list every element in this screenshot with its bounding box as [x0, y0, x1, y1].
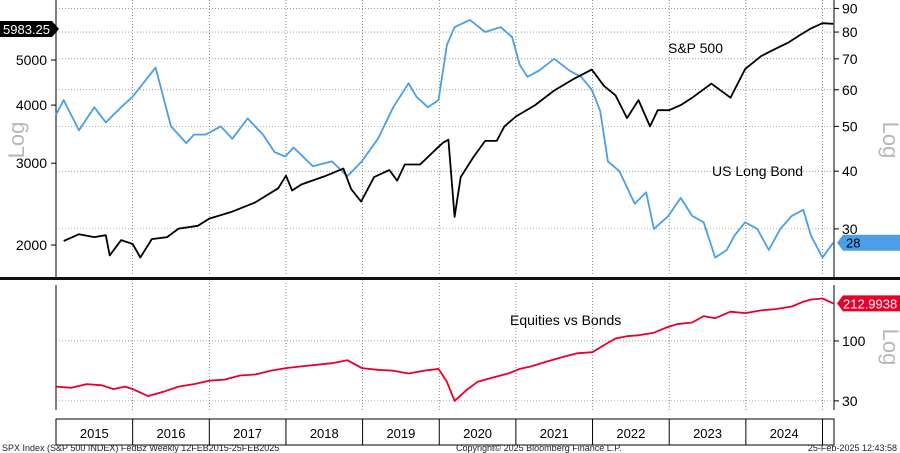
us-long-bond-annotation: US Long Bond [712, 163, 803, 179]
year-label-2018: 2018 [310, 426, 339, 441]
right-tick-label-80: 80 [842, 24, 858, 40]
sp500-last-value: 5983.25 [3, 22, 50, 37]
left-tick-label-4000: 4000 [16, 97, 47, 113]
footer-copyright: Copyright© 2025 Bloomberg Finance L.P. [456, 443, 622, 453]
year-label-2019: 2019 [386, 426, 415, 441]
left-tick-label-2000: 2000 [16, 237, 47, 253]
top-vertical-grid [132, 0, 823, 276]
right-tick-label-50: 50 [842, 118, 858, 134]
bottom-horizontal-grid [56, 340, 834, 402]
year-label-2023: 2023 [693, 426, 722, 441]
left-axis-ticks: 2000 3000 4000 5000 [16, 52, 56, 253]
right-axis-label: Log [878, 122, 900, 159]
us-long-bond-line [55, 18, 834, 259]
right-tick-label-40: 40 [842, 163, 858, 179]
bottom-right-axis-ticks: 30 100 [834, 333, 866, 409]
right-tick-label-70: 70 [842, 51, 858, 67]
left-tick-label-5000: 5000 [16, 52, 47, 68]
bottom-right-tick-label-100: 100 [842, 333, 866, 349]
sp500-annotation: S&P 500 [668, 40, 723, 56]
sp500-last-value-tag: 5983.25 [0, 21, 59, 37]
footer-source: SPX Index (S&P 500 INDEX) FedBz Weekly 1… [2, 443, 279, 453]
year-label-2022: 2022 [616, 426, 645, 441]
left-axis-label: Log [4, 122, 29, 159]
year-axis-band [55, 418, 835, 446]
right-tick-label-60: 60 [842, 82, 858, 98]
bond-last-value-tag: 28 [837, 234, 900, 251]
year-label-2015: 2015 [80, 426, 109, 441]
year-label-2017: 2017 [233, 426, 262, 441]
ratio-last-value-tag: 212.9938 [837, 295, 900, 312]
sp500-line [63, 22, 834, 259]
year-label-2024: 2024 [770, 426, 799, 441]
year-label-2016: 2016 [157, 426, 186, 441]
equities-vs-bonds-line [55, 297, 834, 402]
right-tick-label-90: 90 [842, 0, 858, 16]
bottom-right-tick-label-30: 30 [842, 393, 858, 409]
right-axis-ticks: 30 40 50 60 70 80 90 [834, 0, 858, 237]
footer-timestamp: 25-Feb-2025 12:43:58 [808, 443, 897, 453]
year-label-2020: 2020 [463, 426, 492, 441]
bottom-vertical-grid [132, 283, 823, 410]
equities-vs-bonds-annotation: Equities vs Bonds [510, 312, 621, 328]
bottom-right-axis-label: Log [878, 329, 900, 366]
year-label-2021: 2021 [540, 426, 569, 441]
year-axis: 2015 2016 2017 2018 2019 2020 2021 2022 2023 2024 [80, 419, 824, 445]
right-tick-label-30: 30 [842, 221, 858, 237]
ratio-last-value: 212.9938 [843, 296, 897, 311]
panel-separator [0, 277, 900, 280]
bond-last-value: 28 [846, 236, 860, 251]
left-tick-label-3000: 3000 [16, 155, 47, 171]
